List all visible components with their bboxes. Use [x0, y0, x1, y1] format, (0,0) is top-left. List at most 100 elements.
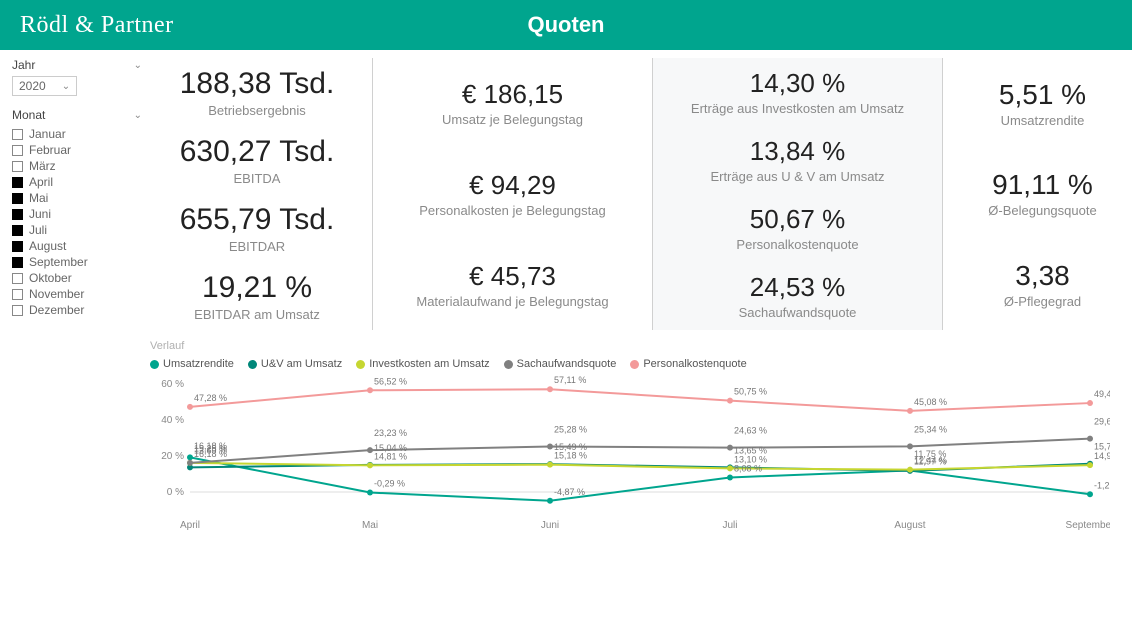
month-item-februar[interactable]: Februar [12, 142, 142, 158]
month-list: Januar Februar MärzAprilMaiJuniJuli August S… [12, 126, 142, 318]
kpi-card: € 186,15Umsatz je Belegungstag [383, 71, 642, 135]
svg-text:50,75 %: 50,75 % [734, 387, 767, 397]
legend-item[interactable]: U&V am Umsatz [248, 358, 342, 370]
kpi-label: Umsatz je Belegungstag [383, 112, 642, 127]
month-label: September [29, 255, 88, 269]
svg-text:29,64 %: 29,64 % [1094, 417, 1110, 427]
kpi-col-3: 14,30 %Erträge aus Investkosten am Umsat… [652, 58, 942, 330]
month-label: Juli [29, 223, 47, 237]
kpi-label: Materialaufwand je Belegungstag [383, 294, 642, 309]
slicer-month: Monat ⌄ Januar Februar MärzAprilMaiJuniJul… [12, 108, 142, 318]
legend-swatch-icon [630, 360, 639, 369]
checkbox-icon [12, 289, 23, 300]
year-dropdown[interactable]: 2020 ⌄ [12, 76, 77, 96]
kpi-card: 14,30 %Erträge aus Investkosten am Umsat… [663, 60, 932, 124]
slicer-month-header[interactable]: Monat ⌄ [12, 108, 142, 122]
month-item-august[interactable]: August [12, 238, 142, 254]
month-item-juli[interactable]: Juli [12, 222, 142, 238]
legend-item[interactable]: Umsatzrendite [150, 358, 234, 370]
kpi-card: € 94,29Personalkosten je Belegungstag [383, 162, 642, 226]
svg-text:47,28 %: 47,28 % [194, 393, 227, 403]
month-item-april[interactable]: April [12, 174, 142, 190]
legend-swatch-icon [150, 360, 159, 369]
checkbox-icon [12, 177, 23, 188]
month-label: Februar [29, 143, 71, 157]
svg-text:40 %: 40 % [161, 415, 184, 426]
svg-text:56,52 %: 56,52 % [374, 376, 407, 386]
kpi-value: 655,79 Tsd. [152, 203, 362, 237]
kpi-value: 3,38 [953, 260, 1132, 292]
svg-text:24,63 %: 24,63 % [734, 426, 767, 436]
month-label: August [29, 239, 66, 253]
svg-text:0 %: 0 % [167, 487, 184, 498]
svg-text:Juli: Juli [722, 520, 737, 531]
svg-text:57,11 %: 57,11 % [554, 375, 586, 385]
kpi-value: 5,51 % [953, 79, 1132, 111]
slicer-year: Jahr ⌄ 2020 ⌄ [12, 58, 142, 96]
kpi-label: EBITDAR am Umsatz [152, 307, 362, 322]
svg-text:60 %: 60 % [161, 379, 184, 390]
month-item-mai[interactable]: Mai [12, 190, 142, 206]
checkbox-icon [12, 273, 23, 284]
legend-item[interactable]: Personalkostenquote [630, 358, 746, 370]
kpi-value: 630,27 Tsd. [152, 135, 362, 169]
month-item-november[interactable]: November [12, 286, 142, 302]
kpi-grid: 188,38 Tsd.Betriebsergebnis630,27 Tsd.EB… [142, 58, 1132, 330]
line-chart: 0 %20 %40 %60 %AprilMaiJuniJuliAugustSep… [150, 374, 1110, 534]
checkbox-icon [12, 225, 23, 236]
slicer-month-label: Monat [12, 108, 45, 122]
month-item-januar[interactable]: Januar [12, 126, 142, 142]
month-label: Dezember [29, 303, 84, 317]
page-title: Quoten [528, 12, 605, 38]
kpi-col-1: 188,38 Tsd.Betriebsergebnis630,27 Tsd.EB… [142, 58, 372, 330]
month-item-juni[interactable]: Juni [12, 206, 142, 222]
kpi-label: Erträge aus U & V am Umsatz [663, 169, 932, 184]
svg-text:Juni: Juni [541, 520, 559, 531]
svg-text:Mai: Mai [362, 520, 378, 531]
chart-wrap: 0 %20 %40 %60 %AprilMaiJuniJuliAugustSep… [150, 374, 1120, 534]
kpi-label: Umsatzrendite [953, 113, 1132, 128]
kpi-col-4: 5,51 % Umsatzrendite 91,11 %Ø-Belegungsquo… [942, 58, 1132, 330]
chart-section: Verlauf Umsatzrendite U&V am Umsatz Invest… [0, 340, 1132, 542]
kpi-value: € 94,29 [383, 170, 642, 201]
logo: Rödl & Partner [20, 12, 174, 39]
legend-swatch-icon [248, 360, 257, 369]
kpi-card: 13,84 % Erträge aus U & V am Umsatz [663, 128, 932, 192]
svg-text:12,44 %: 12,44 % [914, 456, 947, 466]
month-item-dezember[interactable]: Dezember [12, 302, 142, 318]
slicer-year-header[interactable]: Jahr ⌄ [12, 58, 142, 72]
month-label: März [29, 159, 56, 173]
svg-text:23,23 %: 23,23 % [374, 428, 407, 438]
checkbox-icon [12, 145, 23, 156]
svg-text:45,08 %: 45,08 % [914, 397, 947, 407]
month-item-märz[interactable]: März [12, 158, 142, 174]
kpi-card: 655,79 Tsd. EBITDAR [152, 195, 362, 262]
kpi-value: 14,30 % [663, 68, 932, 99]
kpi-card: 91,11 %Ø-Belegungsquote [953, 161, 1132, 226]
kpi-label: EBITDAR [152, 239, 362, 254]
legend-item[interactable]: Investkosten am Umsatz [356, 358, 489, 370]
kpi-value: 13,84 % [663, 136, 932, 167]
kpi-value: € 45,73 [383, 261, 642, 292]
legend-label: U&V am Umsatz [261, 358, 342, 370]
year-selected-value: 2020 [19, 79, 46, 93]
checkbox-icon [12, 129, 23, 140]
kpi-label: EBITDA [152, 171, 362, 186]
month-item-september[interactable]: September [12, 254, 142, 270]
slicer-year-label: Jahr [12, 58, 35, 72]
checkbox-icon [12, 257, 23, 268]
svg-text:14,93 %: 14,93 % [1094, 451, 1110, 461]
header-bar: Rödl & Partner Quoten [0, 0, 1132, 50]
month-label: November [29, 287, 84, 301]
chart-title: Verlauf [150, 340, 1120, 352]
month-item-oktober[interactable]: Oktober [12, 270, 142, 286]
chevron-down-icon: ⌄ [134, 110, 142, 121]
legend-item[interactable]: Sachaufwandsquote [504, 358, 617, 370]
month-label: Januar [29, 127, 66, 141]
kpi-value: 91,11 % [953, 169, 1132, 201]
checkbox-icon [12, 209, 23, 220]
svg-text:15,18 %: 15,18 % [554, 451, 587, 461]
checkbox-icon [12, 241, 23, 252]
sidebar: Jahr ⌄ 2020 ⌄ Monat ⌄ JanuarFebruarMärzA… [12, 58, 142, 330]
svg-text:8,08 %: 8,08 % [734, 463, 762, 473]
